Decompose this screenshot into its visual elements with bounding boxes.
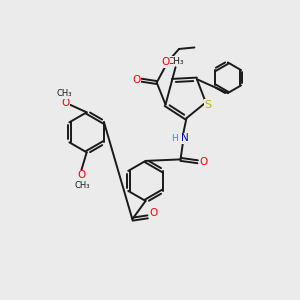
Text: O: O (132, 75, 140, 85)
Text: O: O (61, 98, 69, 109)
Text: CH₃: CH₃ (74, 181, 90, 190)
Text: CH₃: CH₃ (167, 57, 184, 66)
Text: H: H (171, 134, 178, 143)
Text: CH₃: CH₃ (56, 89, 72, 98)
Text: S: S (204, 100, 211, 110)
Text: O: O (200, 157, 208, 167)
Text: N: N (181, 133, 188, 143)
Text: O: O (149, 208, 158, 218)
Text: O: O (78, 170, 86, 180)
Text: O: O (161, 57, 170, 67)
